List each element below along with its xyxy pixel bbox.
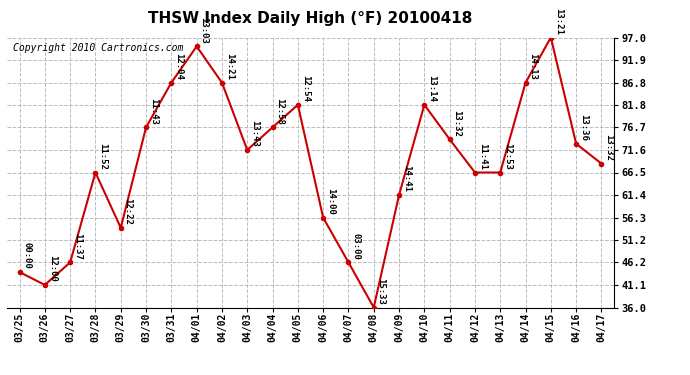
Text: 13:14: 13:14 [427, 75, 436, 102]
Text: 03:00: 03:00 [351, 233, 360, 260]
Text: 11:37: 11:37 [73, 233, 82, 260]
Text: 13:03: 13:03 [199, 17, 208, 44]
Text: 14:13: 14:13 [529, 53, 538, 80]
Text: 13:43: 13:43 [250, 120, 259, 147]
Text: 14:00: 14:00 [326, 188, 335, 215]
Text: 12:53: 12:53 [503, 143, 512, 170]
Text: 14:41: 14:41 [402, 165, 411, 192]
Text: 12:04: 12:04 [174, 53, 183, 80]
Text: THSW Index Daily High (°F) 20100418: THSW Index Daily High (°F) 20100418 [148, 11, 473, 26]
Text: 13:32: 13:32 [453, 110, 462, 136]
Text: 13:21: 13:21 [553, 8, 562, 35]
Text: 12:54: 12:54 [301, 75, 310, 102]
Text: 15:33: 15:33 [377, 278, 386, 305]
Text: 14:21: 14:21 [225, 53, 234, 80]
Text: 13:36: 13:36 [579, 114, 588, 141]
Text: 12:58: 12:58 [275, 98, 284, 124]
Text: 12:22: 12:22 [124, 198, 132, 225]
Text: 11:43: 11:43 [149, 98, 158, 124]
Text: Copyright 2010 Cartronics.com: Copyright 2010 Cartronics.com [13, 43, 184, 53]
Text: 12:00: 12:00 [48, 255, 57, 282]
Text: 00:00: 00:00 [22, 242, 31, 269]
Text: 11:41: 11:41 [477, 143, 486, 170]
Text: 11:52: 11:52 [98, 143, 107, 170]
Text: 13:32: 13:32 [604, 134, 613, 161]
